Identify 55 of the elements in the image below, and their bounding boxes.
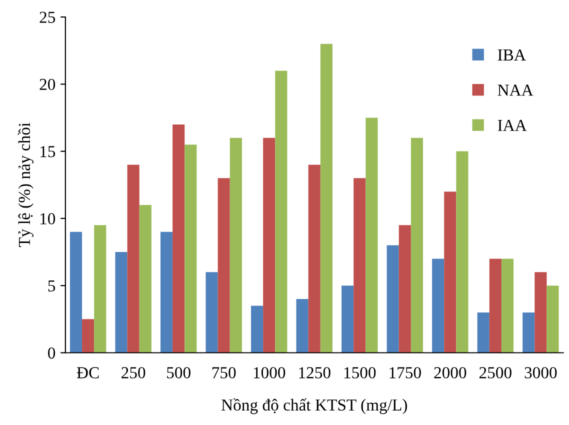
bar: [82, 319, 94, 353]
bar: [218, 178, 230, 353]
x-tick-label: 1750: [390, 367, 421, 378]
bar: [501, 258, 514, 353]
legend-label: IBA: [498, 49, 526, 61]
bar: [320, 44, 332, 353]
y-axis-title: Tỷ lệ (%) nảy chồi: [18, 122, 34, 248]
bar: [115, 252, 128, 353]
x-tick-label: 500: [167, 367, 190, 378]
bar: [354, 178, 366, 353]
x-tick-label: 1500: [344, 367, 376, 378]
bar: [398, 225, 411, 353]
bar: [477, 312, 490, 353]
bar: [522, 312, 535, 353]
legend-label: IAA: [498, 120, 527, 131]
x-tick-label: 1250: [299, 367, 330, 378]
bar: [386, 245, 399, 353]
bar: [546, 286, 559, 353]
x-tick-label: 1000: [254, 367, 286, 378]
x-tick-label: 750: [212, 367, 236, 378]
bar: [251, 306, 264, 353]
y-tick-label: 0: [48, 347, 56, 359]
x-tick-label: 2500: [479, 367, 512, 378]
x-tick-label: ĐC: [76, 367, 99, 378]
bar: [160, 232, 173, 353]
bar: [308, 164, 320, 353]
bar: [70, 232, 82, 353]
x-tick-label: 2000: [434, 367, 466, 378]
bar: [275, 70, 288, 353]
bar: [94, 225, 106, 353]
bar: [489, 258, 502, 353]
y-tick-label: 10: [40, 213, 56, 224]
x-axis-title: Nồng độ chất KTST (mg/L): [221, 398, 407, 414]
bar: [410, 138, 423, 353]
x-tick-label: 250: [122, 367, 146, 378]
bar: [230, 138, 242, 353]
bar: [296, 299, 308, 353]
y-tick-label: 15: [40, 146, 56, 158]
bar: [263, 138, 276, 353]
y-tick-label: 25: [40, 12, 56, 23]
x-tick-label: 3000: [524, 367, 557, 378]
bar: [444, 192, 456, 353]
bar: [366, 118, 378, 353]
bar: [534, 272, 547, 353]
bar: [127, 164, 140, 353]
bar: [342, 286, 354, 353]
legend-label: NAA: [498, 84, 534, 96]
bar: [172, 124, 185, 353]
y-tick-label: 5: [48, 280, 56, 292]
bar: [456, 151, 468, 353]
bar: [139, 205, 152, 353]
bar: [206, 272, 218, 353]
bar: [184, 144, 197, 353]
y-tick-label: 20: [40, 78, 56, 90]
bar: [432, 258, 444, 353]
